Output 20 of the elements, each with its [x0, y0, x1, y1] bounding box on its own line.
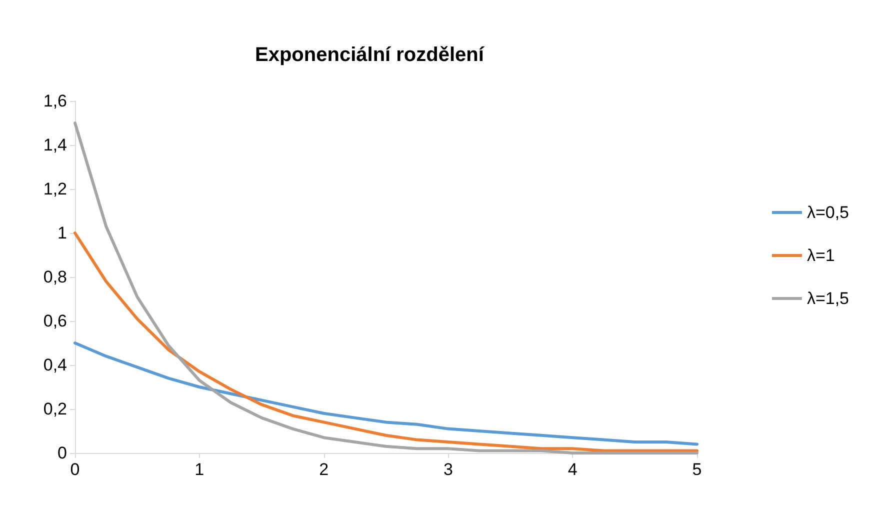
y-tick-label: 1,6	[43, 92, 67, 110]
legend-label: λ=1	[806, 246, 835, 265]
y-tick-label: 0	[58, 444, 67, 462]
legend-label: λ=1,5	[806, 289, 849, 308]
x-tick-label: 2	[319, 460, 329, 479]
line-series	[74, 342, 698, 446]
y-tick-label: 0,4	[43, 356, 67, 374]
x-tick-label: 5	[692, 460, 702, 479]
y-tick-label: 1,2	[43, 180, 67, 198]
y-tick-label: 0,2	[43, 400, 67, 418]
y-tick-label: 1	[58, 224, 67, 242]
chart-title: Exponenciální rozdělení	[255, 44, 486, 66]
y-tick-label: 0,8	[43, 268, 67, 286]
x-tick-label: 0	[70, 460, 80, 479]
x-tick-label: 1	[194, 460, 204, 479]
x-tick-label: 4	[568, 460, 578, 479]
y-tick-label: 0,6	[43, 312, 67, 330]
x-tick-label: 3	[443, 460, 453, 479]
y-tick-label: 1,4	[43, 136, 67, 154]
legend-label: λ=0,5	[806, 203, 849, 222]
